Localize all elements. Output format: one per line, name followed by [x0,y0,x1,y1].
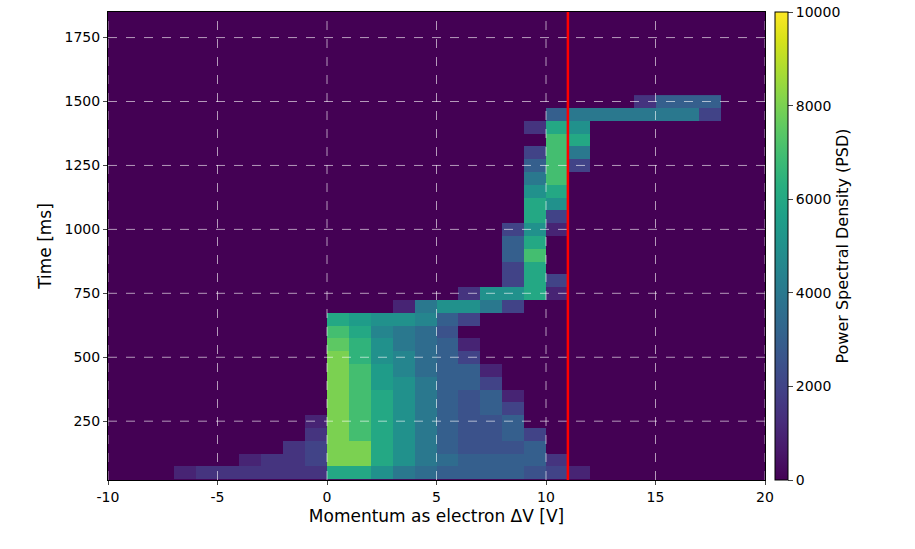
svg-text:Momentum as electron ΔV [V]: Momentum as electron ΔV [V] [309,506,564,526]
svg-text:5: 5 [432,489,441,505]
svg-text:8000: 8000 [796,98,832,114]
svg-text:-10: -10 [97,489,120,505]
svg-text:1250: 1250 [65,157,101,173]
svg-text:1500: 1500 [65,93,101,109]
svg-text:6000: 6000 [796,191,832,207]
svg-text:Time [ms]: Time [ms] [35,203,55,290]
svg-text:250: 250 [73,413,100,429]
svg-text:4000: 4000 [796,285,832,301]
svg-text:500: 500 [73,349,100,365]
svg-text:1750: 1750 [65,29,101,45]
svg-text:20: 20 [756,489,774,505]
svg-text:2000: 2000 [796,378,832,394]
svg-text:10: 10 [537,489,555,505]
svg-text:1000: 1000 [65,221,101,237]
svg-text:0: 0 [323,489,332,505]
svg-text:10000: 10000 [796,4,841,20]
svg-text:-5: -5 [211,489,225,505]
svg-text:750: 750 [73,285,100,301]
svg-text:15: 15 [647,489,665,505]
svg-text:Power Spectral Density (PSD): Power Spectral Density (PSD) [833,128,852,363]
svg-text:0: 0 [796,472,805,488]
